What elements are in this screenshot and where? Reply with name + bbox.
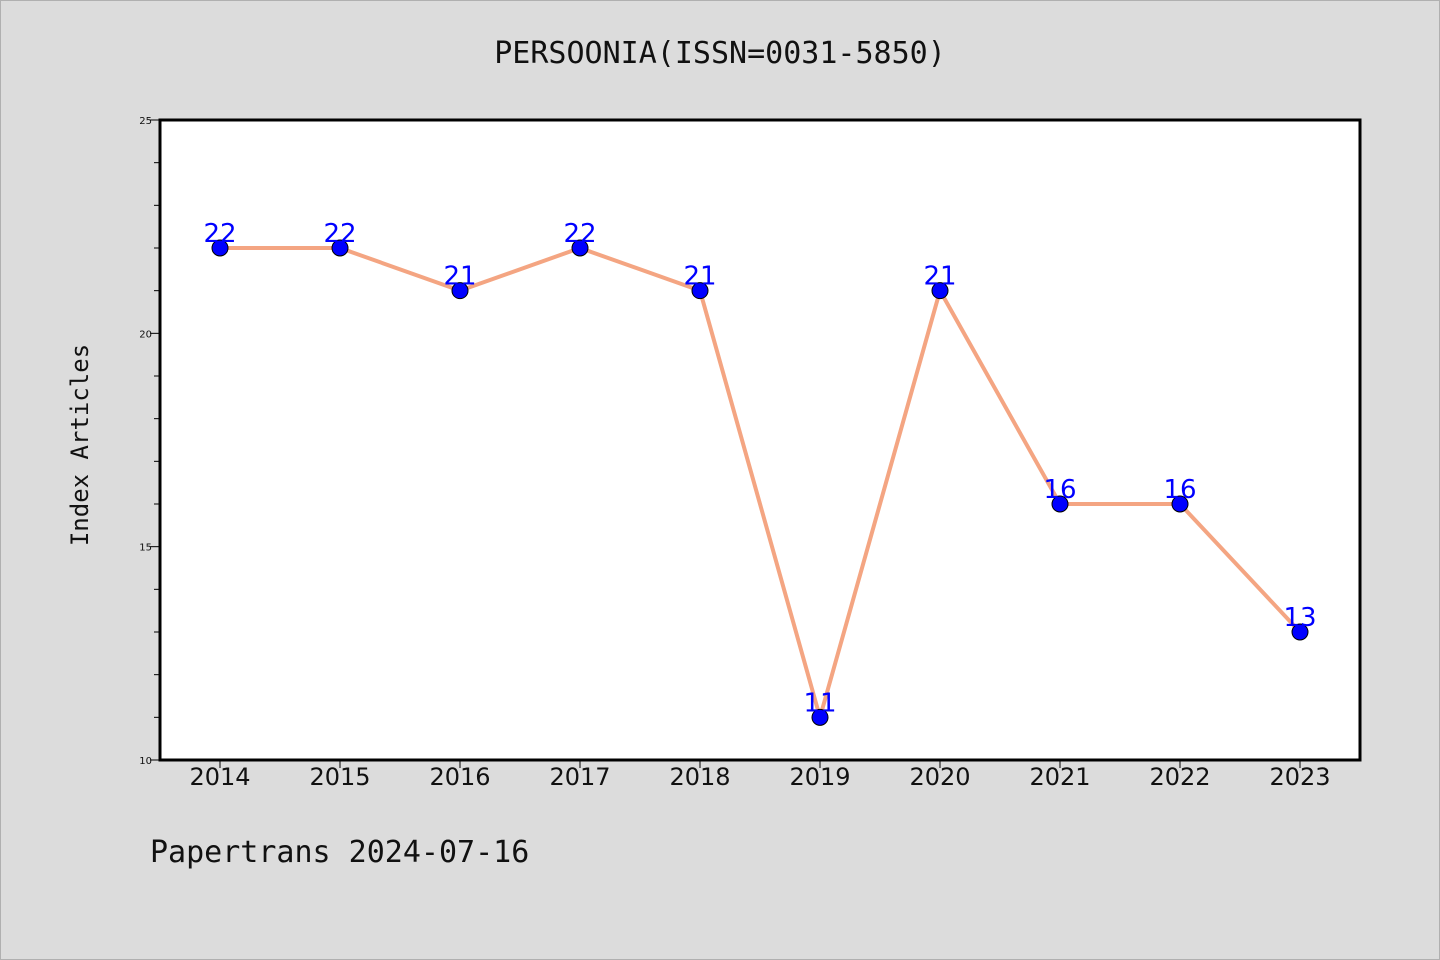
x-tick-label: 2023 (1269, 763, 1330, 791)
data-label: 13 (1283, 603, 1316, 633)
footer-note: Papertrans 2024-07-16 (150, 835, 530, 870)
data-point (331, 239, 349, 257)
plot-border (158, 118, 1362, 762)
x-tick-label: 2020 (909, 763, 970, 791)
data-label: 11 (803, 688, 836, 718)
x-ticks: 2014 2015 2016 2017 2018 2019 2020 2021 2022 2023 (189, 760, 1331, 791)
data-point (1291, 623, 1309, 641)
x-tick-label: 2018 (669, 763, 730, 791)
x-tick-label: 2015 (309, 763, 370, 791)
x-tick-label: 2017 (549, 763, 610, 791)
series-line (220, 246, 1302, 720)
data-label: 16 (1163, 475, 1196, 505)
x-tick-label: 2022 (1149, 763, 1210, 791)
y-tick-label: 10 (139, 756, 152, 767)
data-point (931, 282, 949, 300)
plot-area (160, 120, 1360, 760)
data-label: 21 (923, 262, 956, 292)
chart-title: PERSOONIA(ISSN=0031-5850) (494, 36, 946, 71)
data-label: 21 (683, 262, 716, 292)
x-tick-label: 2014 (189, 763, 250, 791)
y-ticks: 10 15 20 25 (139, 116, 160, 767)
data-point (571, 239, 589, 257)
data-point (211, 239, 229, 257)
data-label: 22 (203, 219, 236, 249)
y-tick-label: 20 (139, 329, 152, 340)
data-point (691, 282, 709, 300)
data-point (811, 708, 829, 726)
data-point (451, 282, 469, 300)
data-label: 16 (1043, 475, 1076, 505)
x-tick-label: 2016 (429, 763, 490, 791)
data-label: 22 (323, 219, 356, 249)
data-label: 21 (443, 262, 476, 292)
x-tick-label: 2021 (1029, 763, 1090, 791)
x-tick-label: 2019 (789, 763, 850, 791)
data-markers (211, 239, 1309, 726)
data-point (1171, 495, 1189, 513)
data-labels: 22 22 21 22 21 11 21 16 16 13 (203, 219, 1316, 718)
y-tick-label: 15 (139, 543, 152, 554)
y-tick-label: 25 (139, 116, 152, 127)
data-point (1051, 495, 1069, 513)
data-label: 22 (563, 219, 596, 249)
